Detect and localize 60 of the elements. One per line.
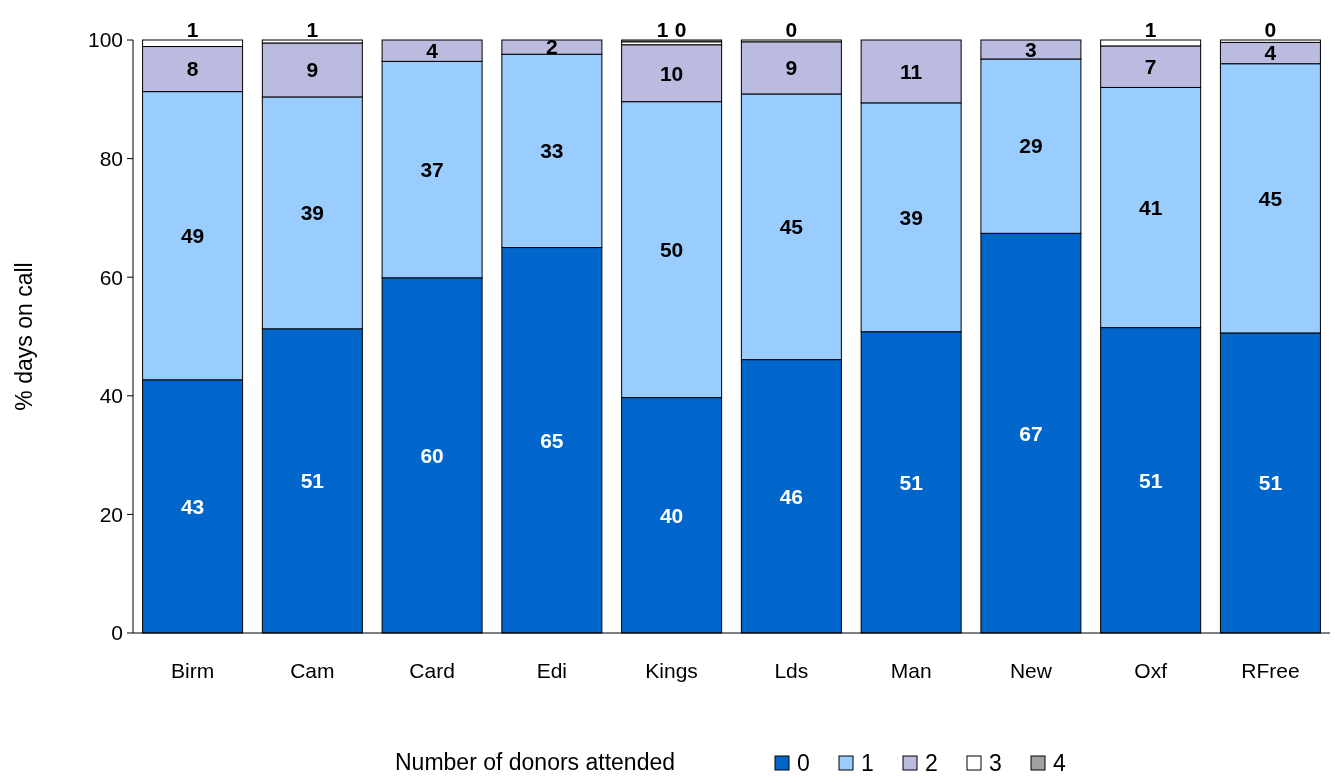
x-tick-label: Edi <box>536 659 568 682</box>
y-tick-label: 40 <box>99 384 123 408</box>
data-label: 1 <box>306 18 319 42</box>
data-label: 11 <box>900 59 923 83</box>
data-label: 51 <box>1258 471 1283 495</box>
data-label: 0 <box>1264 18 1277 42</box>
data-label: 65 <box>540 428 564 452</box>
data-label: 45 <box>1258 186 1283 210</box>
x-tick-label: Card <box>409 659 455 682</box>
data-label: 8 <box>186 57 199 81</box>
data-label: 3 <box>1025 37 1037 61</box>
legend-label: 0 <box>797 750 810 776</box>
data-label: 51 <box>300 469 325 493</box>
x-tick-label: Lds <box>774 659 809 682</box>
legend-title: Number of donors attended <box>395 749 676 775</box>
data-label: 1 <box>656 18 669 42</box>
legend-label: 3 <box>989 750 1002 776</box>
x-tick-label: Oxf <box>1134 659 1168 682</box>
data-label: 51 <box>1138 468 1163 492</box>
y-tick-label: 100 <box>87 28 123 52</box>
data-label: 9 <box>785 56 798 80</box>
data-label: 29 <box>1019 134 1043 158</box>
legend-label: 4 <box>1053 750 1066 776</box>
legend-label: 1 <box>861 750 874 776</box>
data-label: 41 <box>1138 195 1163 219</box>
y-tick-label: 20 <box>99 502 123 526</box>
data-label: 40 <box>659 503 684 527</box>
data-label: 10 <box>659 61 684 85</box>
x-tick-label: Cam <box>290 659 335 682</box>
y-tick-label: 60 <box>99 265 123 289</box>
data-label: 4 <box>426 39 439 63</box>
data-label: 4 <box>1264 41 1277 65</box>
data-label: 0 <box>674 18 687 42</box>
data-label: 0 <box>785 18 798 42</box>
y-tick-label: 0 <box>111 621 123 645</box>
data-label: 39 <box>300 201 325 225</box>
x-tick-label: Kings <box>645 659 698 682</box>
data-label: 49 <box>180 224 205 248</box>
y-tick-label: 80 <box>99 146 123 170</box>
x-tick-label: RFree <box>1241 659 1300 682</box>
data-label: 37 <box>420 157 444 181</box>
data-label: 46 <box>779 484 804 508</box>
data-label: 50 <box>659 237 684 261</box>
x-tick-label: New <box>1009 659 1053 682</box>
data-label: 60 <box>420 443 444 467</box>
data-label: 33 <box>540 139 564 163</box>
data-label: 2 <box>546 35 558 59</box>
y-axis-title: % days on call <box>11 262 37 411</box>
data-label: 39 <box>899 205 923 229</box>
data-label: 9 <box>306 58 319 82</box>
data-label: 45 <box>779 215 804 239</box>
data-label: 43 <box>180 494 205 518</box>
data-label: 51 <box>899 470 924 494</box>
data-label: 1 <box>186 18 199 42</box>
x-tick-label: Man <box>890 659 932 682</box>
data-label: 7 <box>1144 55 1157 79</box>
data-label: 67 <box>1019 421 1043 445</box>
legend-label: 2 <box>925 750 938 776</box>
data-label: 1 <box>1144 18 1157 42</box>
x-tick-label: Birm <box>170 659 215 682</box>
